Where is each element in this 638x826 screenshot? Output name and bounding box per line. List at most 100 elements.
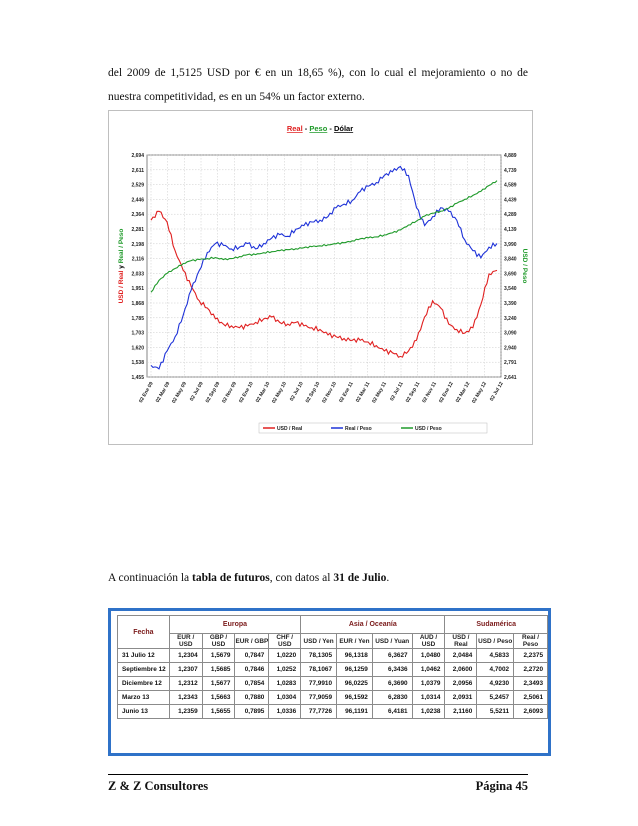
table-cell: 1,0314 (411, 690, 446, 705)
footer-rule (108, 774, 528, 775)
chart-title-part: Dólar (334, 124, 353, 133)
x-tick-label: 02 Jul 09 (189, 381, 205, 402)
table-cell: 78,1305 (300, 648, 338, 663)
table-cell: 6,3627 (371, 648, 413, 663)
table-cell: 6,3436 (371, 662, 413, 677)
x-tick-label: 02 May 11 (371, 381, 388, 404)
right-tick-label: 4,739 (504, 168, 517, 174)
y-axis-left-title-part: USD / Real (118, 270, 125, 303)
right-tick-label: 2,641 (504, 375, 517, 381)
table-row: Marzo 13 1,2343 1,5663 0,7880 1,0304 77,9059 9… (117, 690, 548, 705)
table-cell: 0,7895 (234, 704, 270, 719)
right-tick-label: 3,690 (504, 271, 517, 277)
x-tick-label: 02 Ene 10 (238, 381, 255, 404)
y-axis-left-title-part: Real / Peso (118, 229, 125, 264)
table-cell: 1,2359 (168, 704, 203, 719)
table-cell: 78,1067 (300, 662, 338, 677)
plot-area (146, 154, 502, 378)
legend-box (258, 422, 488, 434)
table-cell: 2,2720 (513, 662, 548, 677)
column-header: USD / Peso (476, 633, 515, 649)
x-tick-label: 02 May 09 (171, 381, 188, 405)
x-tick-label: 02 Nov 10 (321, 381, 338, 404)
table-cell: 2,0484 (444, 648, 478, 663)
right-tick-label: 3,090 (504, 331, 517, 337)
column-header-row: EUR / USD GBP / USD EUR / GBP CHF / USD USD … (118, 633, 548, 649)
right-tick-label: 2,791 (504, 360, 517, 366)
column-header: AUD / USD (411, 633, 446, 649)
y-axis-left-title-part: y (118, 263, 125, 270)
paragraph-3-middle: , con datos al (269, 572, 334, 584)
table-row: Diciembre 12 1,2312 1,5677 0,7854 1,0283 77,9… (117, 676, 548, 691)
paragraph-3-prefix: A continuación la (108, 572, 192, 584)
x-tick-label: 02 Jul 11 (389, 381, 405, 402)
x-tick-label: 02 Mar 12 (455, 381, 472, 404)
column-header: USD / Yuan (371, 633, 413, 649)
left-tick-label: 1,620 (131, 345, 144, 351)
table-cell: 4,5833 (476, 648, 515, 663)
table-cell: 0,7846 (234, 662, 270, 677)
row-date: Septiembre 12 (117, 662, 170, 677)
left-tick-label: 2,281 (131, 227, 144, 233)
table-cell: 96,0225 (336, 676, 373, 691)
paragraph-1: del 2009 de 1,5125 USD por € en un 18,65… (108, 67, 528, 79)
column-header: USD / Yen (300, 633, 338, 649)
table-cell: 1,0220 (268, 648, 302, 663)
table-cell: 2,5061 (513, 690, 548, 705)
left-tick-label: 2,116 (132, 257, 144, 263)
x-tick-label: 02 Sep 11 (405, 381, 422, 404)
table-cell: 2,1160 (444, 704, 478, 719)
right-tick-label: 3,390 (504, 301, 517, 307)
right-tick-label: 4,439 (504, 197, 517, 203)
footer-page-number: Página 45 (475, 779, 528, 793)
right-tick-label: 2,940 (504, 345, 517, 351)
row-date: Diciembre 12 (117, 676, 170, 691)
table-cell: 1,5679 (201, 648, 236, 663)
series-line (150, 210, 498, 358)
left-tick-label: 1,703 (131, 331, 144, 337)
column-header: Real / Peso (513, 633, 548, 649)
table-row: Junio 13 1,2359 1,5655 0,7895 1,0336 77,7726 9… (117, 704, 548, 719)
row-date: 31 Julio 12 (117, 648, 170, 663)
right-tick-label: 4,289 (504, 212, 517, 218)
table-cell: 1,5677 (201, 676, 236, 691)
x-tick-label: 02 Jul 10 (289, 381, 305, 402)
column-header: CHF / USD (268, 633, 302, 649)
futures-table-frame: Fecha Europa Asia / Oceanía Sudamérica E… (108, 608, 551, 756)
right-tick-label: 4,589 (504, 183, 517, 189)
table-cell: 1,0480 (411, 648, 446, 663)
table-row: Septiembre 12 1,2307 1,5685 0,7846 1,0252 78,… (117, 662, 548, 677)
column-header: EUR / GBP (234, 633, 270, 649)
x-tick-label: 02 Ene 09 (138, 381, 155, 404)
table-cell: 2,6093 (513, 704, 548, 719)
footer-company: Z & Z Consultores (108, 779, 209, 793)
paragraph-3-suffix: . (386, 572, 390, 584)
series-line (150, 180, 498, 293)
header-sudamerica: Sudamérica (444, 615, 548, 634)
column-header: GBP / USD (201, 633, 236, 649)
table-cell: 0,7847 (234, 648, 270, 663)
table-cell: 0,7880 (234, 690, 270, 705)
table-cell: 1,5663 (201, 690, 236, 705)
table-cell: 1,2307 (168, 662, 203, 677)
table-cell: 6,3690 (371, 676, 413, 691)
table-cell: 1,5685 (201, 662, 236, 677)
legend-label: USD / Peso (415, 426, 442, 432)
chart-title-part: - (303, 124, 310, 133)
exchange-rate-chart: Real - Peso - Dólar 2,694 4,889 2,611 4,739 2… (108, 110, 533, 445)
x-tick-label: 02 Nov 09 (221, 381, 238, 404)
table-cell: 2,0600 (444, 662, 478, 677)
column-header: EUR / USD (168, 633, 203, 649)
x-tick-label: 02 Nov 11 (421, 381, 438, 404)
right-tick-label: 4,139 (504, 227, 517, 233)
table-cell: 5,5211 (476, 704, 515, 719)
right-tick-label: 3,840 (504, 257, 517, 263)
table-cell: 2,0956 (444, 676, 478, 691)
table-cell: 96,1318 (336, 648, 373, 663)
y-axis-right-title: USD / Peso (521, 249, 528, 284)
paragraph-3-bold-futures: tabla de futuros (192, 572, 270, 584)
right-tick-label: 3,990 (504, 242, 517, 248)
x-tick-label: 02 Sep 10 (305, 381, 322, 404)
left-tick-label: 2,694 (131, 153, 144, 159)
table-cell: 1,0283 (268, 676, 302, 691)
